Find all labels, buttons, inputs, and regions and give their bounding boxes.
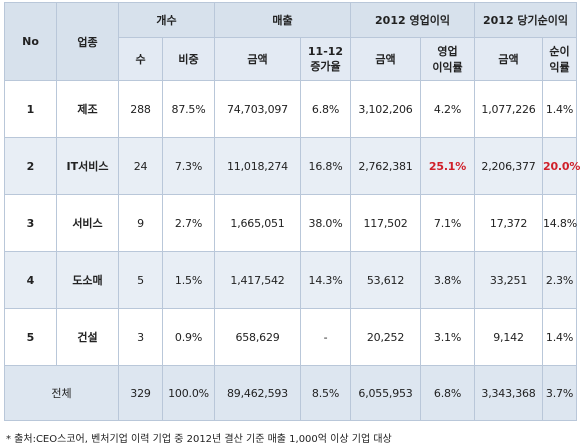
table-row: 2 IT서비스 24 7.3% 11,018,274 16.8% 2,762,3… — [4, 137, 580, 195]
row-net-margin: 1.4% — [541, 80, 578, 138]
row-net-profit: 1,077,226 — [474, 80, 543, 138]
row-no: 3 — [4, 194, 57, 252]
row-sales: 658,629 — [214, 308, 301, 366]
row-growth: 38.0% — [300, 194, 351, 252]
total-ratio: 100.0% — [162, 365, 215, 421]
source-note: * 출처:CEO스코어, 벤처기업 이력 기업 중 2012년 결산 기준 매출… — [6, 434, 392, 445]
row-growth: - — [300, 308, 351, 366]
header-net-margin: 순이 익률 — [541, 37, 578, 81]
row-op-profit: 20,252 — [350, 308, 421, 366]
header-sales-amount: 금액 — [214, 37, 301, 81]
row-net-profit: 17,372 — [474, 194, 543, 252]
row-op-profit: 117,502 — [350, 194, 421, 252]
total-op-profit: 6,055,953 — [350, 365, 421, 421]
row-no: 1 — [4, 80, 57, 138]
row-net-profit: 9,142 — [474, 308, 543, 366]
header-count-ratio: 비중 — [162, 37, 215, 81]
row-ratio: 2.7% — [162, 194, 215, 252]
row-net-margin-highlight: 20.0% — [541, 137, 580, 195]
header-sales-growth-line2: 증가율 — [310, 59, 341, 73]
header-net-amount: 금액 — [474, 37, 543, 81]
row-net-profit: 33,251 — [474, 251, 543, 309]
table-row: 3 서비스 9 2.7% 1,665,051 38.0% 117,502 7.1… — [4, 194, 577, 252]
row-sales: 11,018,274 — [214, 137, 301, 195]
row-op-profit: 3,102,206 — [350, 80, 421, 138]
row-op-margin: 7.1% — [420, 194, 475, 252]
total-count: 329 — [118, 365, 163, 421]
header-row-sub: 수 비중 금액 11-12 증가율 금액 영업 이익률 금액 순이 익률 — [5, 37, 578, 81]
row-no: 2 — [4, 137, 57, 195]
row-industry: IT서비스 — [56, 137, 119, 195]
row-growth: 14.3% — [300, 251, 351, 309]
row-op-margin-highlight: 25.1% — [420, 137, 475, 195]
row-net-margin: 1.4% — [541, 308, 578, 366]
row-net-profit: 2,206,377 — [474, 137, 543, 195]
row-ratio: 0.9% — [162, 308, 215, 366]
industry-table-container: No 업종 개수 매출 2012 영업이익 2012 당기순이익 수 비중 금액… — [4, 2, 580, 421]
row-ratio: 87.5% — [162, 80, 215, 138]
row-count: 9 — [118, 194, 163, 252]
total-label: 전체 — [4, 365, 119, 421]
row-net-margin: 2.3% — [541, 251, 578, 309]
total-growth: 8.5% — [300, 365, 351, 421]
row-sales: 74,703,097 — [214, 80, 301, 138]
header-op-profit: 2012 영업이익 — [350, 2, 475, 38]
header-net-margin-line2: 익률 — [549, 61, 570, 74]
header-net-profit: 2012 당기순이익 — [473, 2, 578, 38]
row-industry: 건설 — [56, 308, 119, 366]
row-industry: 도소매 — [56, 251, 119, 309]
header-industry: 업종 — [56, 2, 119, 81]
total-row: 전체 329 100.0% 89,462,593 8.5% 6,055,953 … — [4, 365, 578, 421]
table-row: 1 제조 288 87.5% 74,703,097 6.8% 3,102,206… — [4, 80, 578, 138]
row-count: 3 — [118, 308, 163, 366]
total-net-profit: 3,343,368 — [474, 365, 543, 421]
row-op-margin: 4.2% — [420, 80, 475, 138]
header-net-margin-line1: 순이 — [549, 45, 570, 58]
header-no: No — [4, 2, 57, 81]
row-count: 24 — [118, 137, 163, 195]
header-sales-growth-line1: 11-12 — [307, 44, 344, 58]
row-op-profit: 53,612 — [350, 251, 421, 309]
table-row: 4 도소매 5 1.5% 1,417,542 14.3% 53,612 3.8%… — [4, 251, 578, 309]
row-ratio: 1.5% — [162, 251, 215, 309]
header-op-margin-line2: 이익률 — [432, 61, 463, 74]
table-row: 5 건설 3 0.9% 658,629 - 20,252 3.1% 9,142 … — [4, 308, 578, 366]
total-sales: 89,462,593 — [214, 365, 301, 421]
row-count: 288 — [118, 80, 163, 138]
row-industry: 제조 — [56, 80, 119, 138]
row-sales: 1,665,051 — [214, 194, 301, 252]
header-count-n: 수 — [118, 37, 163, 81]
industry-table: No 업종 개수 매출 2012 영업이익 2012 당기순이익 수 비중 금액… — [4, 2, 580, 421]
header-sales-growth: 11-12 증가율 — [300, 37, 351, 81]
row-growth: 16.8% — [300, 137, 351, 195]
row-count: 5 — [118, 251, 163, 309]
header-sales: 매출 — [214, 2, 351, 38]
row-industry: 서비스 — [56, 194, 119, 252]
row-op-profit: 2,762,381 — [350, 137, 421, 195]
total-net-margin: 3.7% — [541, 365, 578, 421]
row-op-margin: 3.1% — [420, 308, 475, 366]
header-op-margin: 영업 이익률 — [420, 37, 475, 81]
row-sales: 1,417,542 — [214, 251, 301, 309]
row-op-margin: 3.8% — [420, 251, 475, 309]
row-no: 5 — [4, 308, 57, 366]
row-ratio: 7.3% — [162, 137, 215, 195]
row-net-margin: 14.8% — [541, 194, 577, 252]
row-growth: 6.8% — [300, 80, 351, 138]
header-count: 개수 — [118, 2, 215, 38]
header-op-margin-line1: 영업 — [437, 45, 458, 58]
header-row-top: No 업종 개수 매출 2012 영업이익 2012 당기순이익 — [4, 2, 578, 81]
total-op-margin: 6.8% — [420, 365, 475, 421]
row-no: 4 — [4, 251, 57, 309]
header-op-amount: 금액 — [350, 37, 421, 81]
